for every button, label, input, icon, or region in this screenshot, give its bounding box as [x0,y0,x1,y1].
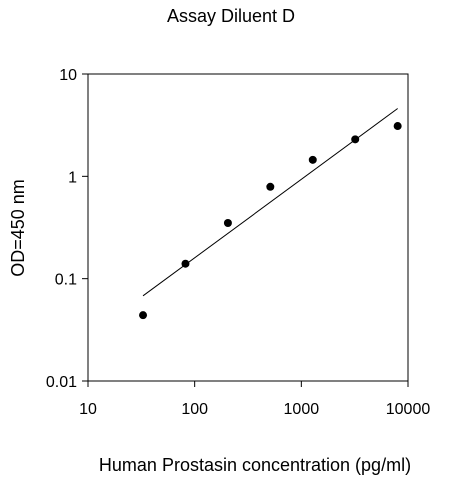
x-tick-label: 10000 [386,401,431,418]
data-point [351,135,360,144]
data-point [139,311,148,320]
plot-frame [87,73,409,382]
data-point [308,155,317,164]
points-layer [139,122,402,320]
x-tick-label: 1000 [284,401,320,418]
data-point [393,122,402,131]
chart-title: Assay Diluent D [167,6,295,26]
y-tick-label: 1 [68,169,77,186]
x-tick-label: 100 [181,401,208,418]
y-axis-label: OD=450 nm [8,179,28,277]
y-tick-label: 0.1 [55,272,77,289]
fit-layer [142,108,398,297]
data-point [223,218,232,227]
data-point [181,259,190,268]
fit-line [142,108,398,297]
y-tick-label: 0.01 [46,374,77,391]
y-tick-label: 10 [59,67,77,84]
x-axis-label: Human Prostasin concentration (pg/ml) [99,455,411,475]
axes-layer: 10 100 1000 10000 0.01 0.1 1 10 [46,67,430,418]
data-point [266,182,275,191]
x-tick-label: 10 [79,401,97,418]
